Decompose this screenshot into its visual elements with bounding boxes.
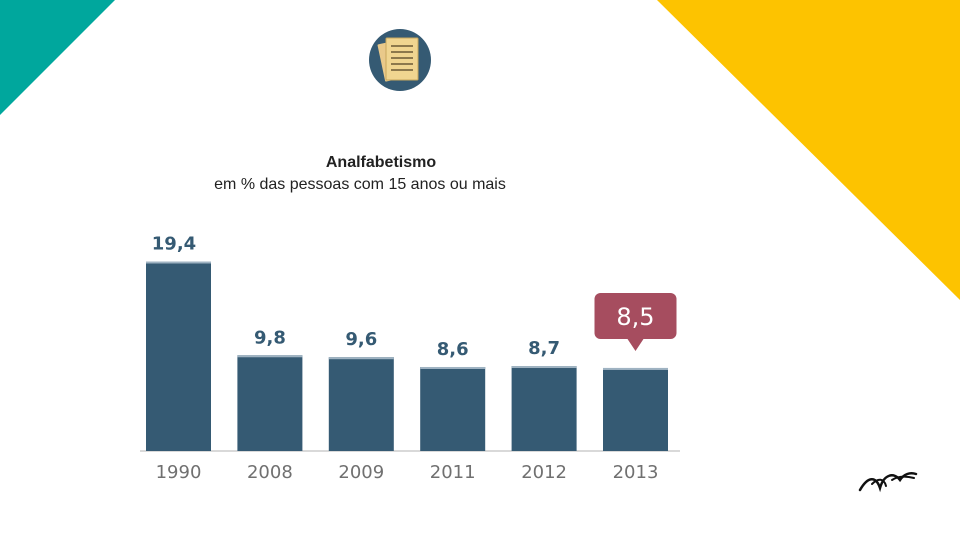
bar-2009 <box>328 357 394 451</box>
bar-top-edge-1990 <box>146 261 211 264</box>
x-tick-label-2008: 2008 <box>247 462 293 483</box>
teal-corner-triangle <box>0 0 115 115</box>
bar-top-edge-2013 <box>603 367 668 370</box>
bar-2013 <box>603 367 668 451</box>
x-tick-label-2012: 2012 <box>521 462 567 483</box>
data-label-2011: 8,6 <box>437 339 469 360</box>
document-icon <box>369 29 431 91</box>
bar-top-edge-2011 <box>420 366 486 369</box>
chart-subtitle: em % das pessoas com 15 anos ou mais <box>214 176 506 193</box>
x-tick-label-2013: 2013 <box>613 462 659 483</box>
data-label-2013: 8,5 <box>616 303 654 331</box>
bar-2011 <box>420 366 486 451</box>
x-tick-label-2009: 2009 <box>338 462 384 483</box>
bird-logo-icon <box>858 472 918 493</box>
x-tick-label-1990: 1990 <box>156 462 202 483</box>
data-label-2009: 9,6 <box>345 329 377 350</box>
highlight-callout-pointer <box>627 338 644 351</box>
highlight-callout-box <box>594 292 677 339</box>
bar-top-edge-2012 <box>511 366 577 369</box>
data-label-1990: 19,4 <box>152 234 196 255</box>
x-tick-label-2011: 2011 <box>430 462 476 483</box>
bar-2008 <box>237 355 303 451</box>
bar-top-edge-2009 <box>328 357 394 360</box>
data-label-2008: 9,8 <box>254 327 286 348</box>
chart-title: Analfabetismo <box>325 154 437 171</box>
bar-1990 <box>146 261 211 451</box>
yellow-corner-triangle <box>657 0 960 300</box>
bar-2012 <box>511 366 577 451</box>
data-label-2012: 8,7 <box>528 338 560 359</box>
bar-top-edge-2008 <box>237 355 303 358</box>
chart-title-block: Analfabetismo em % das pessoas com 15 an… <box>180 152 540 196</box>
